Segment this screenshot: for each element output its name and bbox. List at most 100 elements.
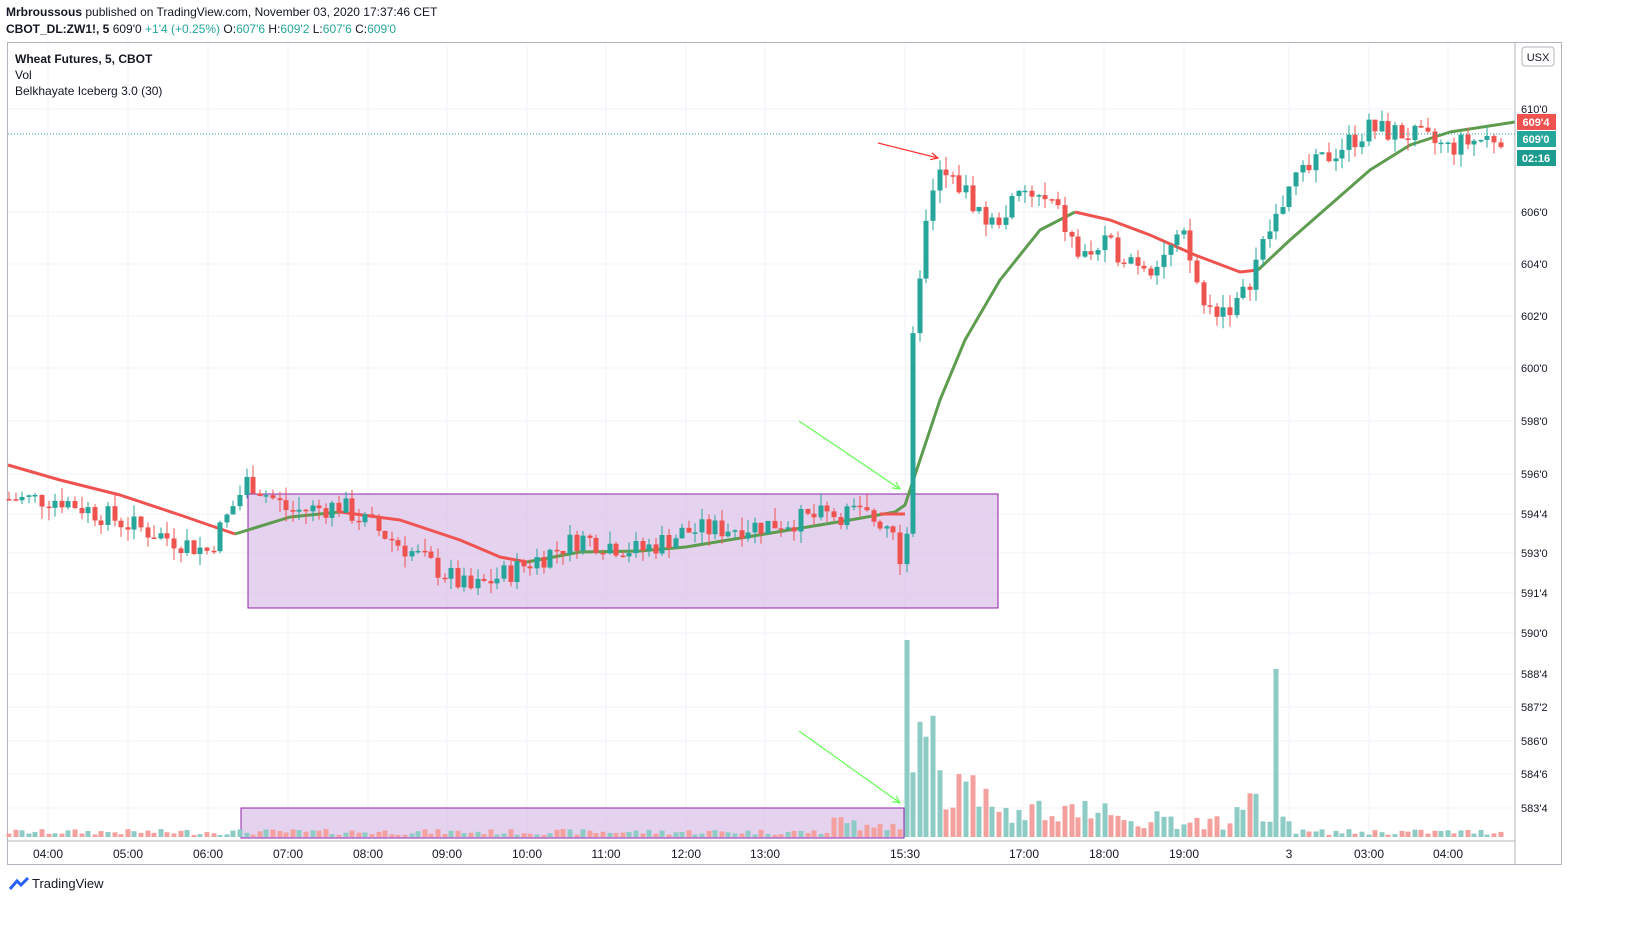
candle-body	[527, 566, 533, 569]
volume-bar	[442, 834, 448, 837]
volume-bar	[1049, 816, 1055, 837]
volume-bar	[1102, 803, 1108, 837]
candle-body	[369, 514, 375, 518]
candle-body	[587, 535, 593, 538]
volume-bar	[1418, 829, 1424, 837]
candle-body	[290, 510, 296, 512]
volume-bar	[145, 830, 151, 837]
footer-logo-text: TradingView	[32, 876, 104, 891]
volume-bar	[428, 833, 434, 837]
volume-bar	[1194, 817, 1200, 837]
volume-bar	[1273, 669, 1279, 837]
volume-bar	[448, 830, 454, 837]
candle-body	[1022, 190, 1028, 193]
candle-body	[336, 502, 342, 513]
candle-body	[329, 502, 335, 518]
candle-body	[323, 508, 329, 518]
candle-body	[1359, 141, 1365, 148]
volume-bar	[587, 830, 593, 837]
volume-bar	[1313, 831, 1319, 837]
volume-bar	[409, 833, 415, 837]
candle-body	[1088, 251, 1094, 255]
y-tick-label: 594'4	[1521, 509, 1548, 521]
candle-body	[277, 498, 283, 501]
candle-body	[1234, 297, 1240, 316]
volume-bars	[6, 640, 1504, 837]
volume-bar	[956, 773, 962, 837]
volume-bar	[620, 832, 626, 837]
candle-body	[844, 506, 850, 526]
candle-body	[65, 501, 71, 508]
volume-bar	[679, 832, 685, 837]
currency-button[interactable]	[1521, 46, 1555, 67]
volume-bar	[1234, 807, 1240, 837]
volume-bar	[244, 832, 250, 837]
volume-bar	[758, 829, 764, 837]
candle-body	[1128, 257, 1134, 264]
candle-body	[1181, 230, 1187, 235]
volume-bar	[376, 831, 382, 837]
green-arrow-volume-head	[892, 795, 902, 804]
chart-frame[interactable]	[7, 42, 1562, 865]
chart-legend-title[interactable]: Wheat Futures, 5, CBOT	[15, 52, 153, 66]
volume-bar	[1108, 815, 1114, 837]
candle-body	[1154, 266, 1160, 276]
candle-body	[1260, 239, 1266, 260]
footer-logo[interactable]: TradingView	[8, 876, 104, 891]
volume-bar	[666, 834, 672, 837]
volume-bar	[270, 829, 276, 837]
candle-body	[712, 520, 718, 535]
volume-bar	[1207, 818, 1213, 837]
iceberg-line-green	[526, 510, 896, 564]
candle-body	[1247, 286, 1253, 290]
candle-body	[131, 516, 137, 530]
candle-body	[613, 543, 619, 556]
volume-bar	[1346, 829, 1352, 837]
volume-bar	[13, 829, 19, 837]
volume-bar	[950, 807, 956, 837]
candle-body	[1069, 232, 1075, 237]
volume-bar	[316, 830, 322, 837]
candle-body	[19, 496, 25, 501]
legend-vol[interactable]: Vol	[15, 68, 32, 82]
candle-body	[574, 534, 580, 551]
volume-bar	[1471, 833, 1477, 837]
candle-body	[719, 520, 725, 537]
candle-body	[395, 540, 401, 546]
candle-body	[534, 557, 540, 569]
legend-indicator[interactable]: Belkhayate Iceberg 3.0 (30)	[15, 84, 163, 98]
volume-bar	[461, 832, 467, 837]
volume-bar	[613, 833, 619, 837]
volume-bar	[39, 829, 45, 837]
close-value: 609'0	[367, 22, 397, 36]
candle-body	[197, 547, 203, 555]
x-tick-label: 04:00	[1433, 847, 1463, 861]
volume-bar	[349, 830, 355, 837]
candle-body	[943, 169, 949, 176]
volume-bar	[1326, 834, 1332, 837]
volume-bar	[283, 832, 289, 837]
x-tick-label: 10:00	[512, 847, 542, 861]
volume-bar	[118, 834, 124, 837]
volume-bar	[59, 833, 65, 837]
volume-bar	[725, 832, 731, 837]
candle-body	[26, 495, 32, 497]
volume-bar	[296, 830, 302, 837]
volume-bar	[805, 833, 811, 837]
volume-bar	[772, 834, 778, 837]
candle-body	[442, 577, 448, 580]
x-tick-label: 06:00	[193, 847, 223, 861]
candle-body	[6, 499, 12, 501]
candle-body	[692, 532, 698, 534]
candle-body	[666, 534, 672, 548]
candle-body	[257, 493, 263, 496]
volume-bar	[600, 831, 606, 837]
volume-bar	[560, 829, 566, 837]
volume-bar	[72, 829, 78, 837]
author-name[interactable]: Mrbroussous	[6, 5, 83, 19]
candle-body	[1220, 307, 1226, 317]
y-tick-label: 610'0	[1521, 104, 1548, 116]
candle-body	[39, 494, 45, 507]
volume-bar	[382, 830, 388, 837]
